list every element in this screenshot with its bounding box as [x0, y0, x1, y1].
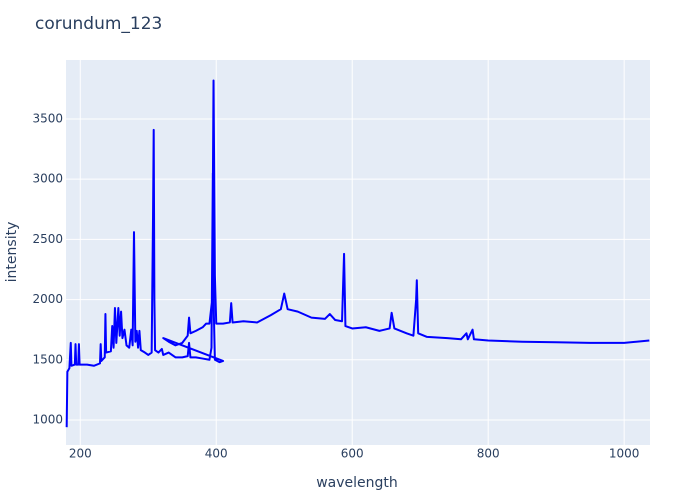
data-line: [65, 79, 650, 428]
y-tick-label: 1000: [32, 412, 63, 426]
x-tick-label: 800: [477, 447, 500, 461]
y-tick-label: 2500: [32, 232, 63, 246]
y-tick-label: 1500: [32, 352, 63, 366]
chart-title: corundum_123: [35, 14, 162, 34]
y-tick-label: 3500: [32, 111, 63, 125]
x-tick-label: 400: [205, 447, 228, 461]
y-tick-label: 3000: [32, 172, 63, 186]
x-tick-label: 1000: [609, 447, 640, 461]
x-tick-label: 200: [69, 447, 92, 461]
y-axis-label: intensity: [4, 222, 20, 283]
x-tick-label: 600: [341, 447, 364, 461]
y-tick-label: 2000: [32, 292, 63, 306]
plot-background: [66, 60, 650, 445]
x-axis-label: wavelength: [316, 475, 398, 491]
